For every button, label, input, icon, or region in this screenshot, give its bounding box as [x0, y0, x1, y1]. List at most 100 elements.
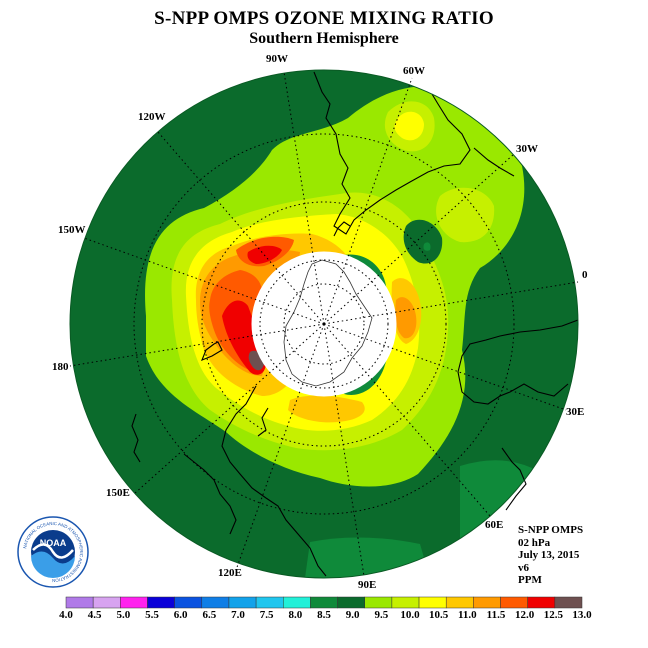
colorbar-swatch [147, 596, 175, 609]
colorbar-tick-label: 8.5 [317, 609, 331, 621]
colorbar-swatch [364, 596, 393, 609]
lon-label-150e: 150E [106, 487, 130, 499]
colorbar-tick-label: 8.0 [288, 609, 302, 621]
colorbar-tick-label: 7.5 [260, 609, 274, 621]
tasmania-coast [257, 407, 269, 437]
info-block: S-NPP OMPS 02 hPa July 13, 2015 v6 PPM [518, 524, 583, 587]
colorbar-swatch [65, 596, 94, 609]
info-level: 02 hPa [518, 536, 551, 549]
latitude-circle-60 [201, 201, 447, 447]
colorbar-swatch [554, 596, 583, 609]
colorbar-tick-label: 4.0 [59, 609, 73, 621]
colorbar-tick-label: 5.0 [116, 609, 130, 621]
latitude-circle-75 [259, 259, 389, 389]
colorbar-swatches [65, 596, 583, 609]
colorbar-swatch [391, 596, 420, 609]
colorbar-tick-label: 7.0 [231, 609, 245, 621]
colorbar-ticks: 4.0 4.5 5.0 5.5 6.0 6.5 7.0 7.5 8.0 8.5 9.0 9.5 10.0… [59, 609, 592, 621]
graticule [69, 71, 579, 577]
colorbar-swatch [473, 596, 501, 609]
colorbar-swatch [418, 596, 447, 609]
map-subtitle: Southern Hemisphere [249, 30, 399, 47]
contour-11-5-e [395, 297, 417, 339]
info-version: v6 [518, 561, 529, 574]
australia-west-coast [183, 453, 237, 535]
meridian-120w [157, 131, 325, 325]
colorbar-swatch [500, 596, 528, 609]
longitude-labels: 90W 60W 30W 0 30E 60E 90E 120E 150E 180 … [52, 53, 588, 591]
logo-wave [31, 551, 75, 578]
colorbar-swatch [337, 596, 365, 609]
colorbar-tick-label: 10.5 [429, 609, 449, 621]
lon-label-90e: 90E [358, 579, 376, 591]
lon-label-60w: 60W [403, 65, 425, 77]
colorbar-swatch [255, 596, 284, 609]
colorbar-tick-label: 9.5 [374, 609, 388, 621]
latitude-circle-45 [133, 133, 515, 515]
colorbar-tick-label: 10.0 [400, 609, 420, 621]
lon-label-30w: 30W [516, 143, 538, 155]
colorbar-tick-label: 6.5 [202, 609, 216, 621]
lon-label-0: 0 [582, 269, 588, 281]
map-title: S-NPP OMPS OZONE MIXING RATIO [154, 8, 494, 29]
meridian-90e [323, 323, 365, 577]
south-america-coast [313, 71, 471, 235]
contour-8-5-ne [423, 242, 431, 251]
colorbar-tick-label: 5.5 [145, 609, 159, 621]
madagascar-coast [501, 447, 527, 511]
colorbar-tick-label: 13.0 [572, 609, 592, 621]
info-date: July 13, 2015 [518, 549, 580, 561]
island-chain [131, 413, 141, 463]
colorbar-tick-label: 12.5 [544, 609, 564, 621]
colorbar-swatch [228, 596, 257, 609]
lon-label-30e: 30E [566, 406, 584, 418]
lon-label-60e: 60E [485, 519, 503, 531]
info-units: PPM [518, 574, 542, 586]
meridian-150w [83, 237, 325, 325]
colorbar-swatch [174, 596, 203, 609]
contour-9-0-ne [403, 219, 443, 264]
meridian-60w [323, 77, 413, 325]
colorbar-swatch [527, 596, 556, 609]
colorbar-tick-label: 4.5 [88, 609, 102, 621]
meridian-90w [283, 71, 325, 325]
contour-11-0-s [288, 395, 365, 423]
contour-10-0-ne [436, 187, 495, 243]
lon-label-120w: 120W [138, 111, 166, 123]
colorbar-swatch [201, 596, 230, 609]
antarctica-coast [283, 259, 373, 387]
colorbar-swatch [92, 596, 121, 609]
antarctic-peninsula [333, 221, 351, 237]
noaa-logo: NOAA NATIONAL OCEANIC AND ATMOSPHERIC AD… [17, 516, 89, 588]
meridian-30w [323, 153, 515, 325]
south-america-east-coast [473, 147, 515, 177]
australia-coast [221, 385, 327, 577]
meridian-150e [133, 323, 325, 495]
antarctica-outline [283, 259, 373, 387]
lon-label-90w: 90W [266, 53, 288, 65]
colorbar-tick-label: 9.0 [346, 609, 360, 621]
map-border [69, 69, 579, 579]
meridian-60e [323, 323, 491, 517]
info-instrument: S-NPP OMPS [518, 524, 584, 536]
africa-coast [457, 319, 579, 405]
logo-gull [32, 543, 74, 559]
south-pole-dot [322, 322, 326, 326]
lon-label-150w: 150W [58, 224, 86, 236]
lon-label-120e: 120E [218, 567, 242, 579]
new-zealand-coast [201, 341, 223, 361]
colorbar-tick-label: 11.5 [487, 609, 506, 621]
meridian-120e [235, 323, 325, 571]
colorbar-swatch [445, 596, 474, 609]
colorbar-swatch [283, 596, 311, 609]
colorbar-swatch [310, 596, 338, 609]
contour-10-5-n [394, 111, 424, 141]
colorbar-tick-label: 11.0 [458, 609, 477, 621]
colorbar-tick-label: 12.0 [515, 609, 535, 621]
lon-label-180: 180 [52, 361, 69, 373]
colorbar-tick-label: 6.0 [174, 609, 188, 621]
logo-name: NOAA [40, 538, 67, 548]
